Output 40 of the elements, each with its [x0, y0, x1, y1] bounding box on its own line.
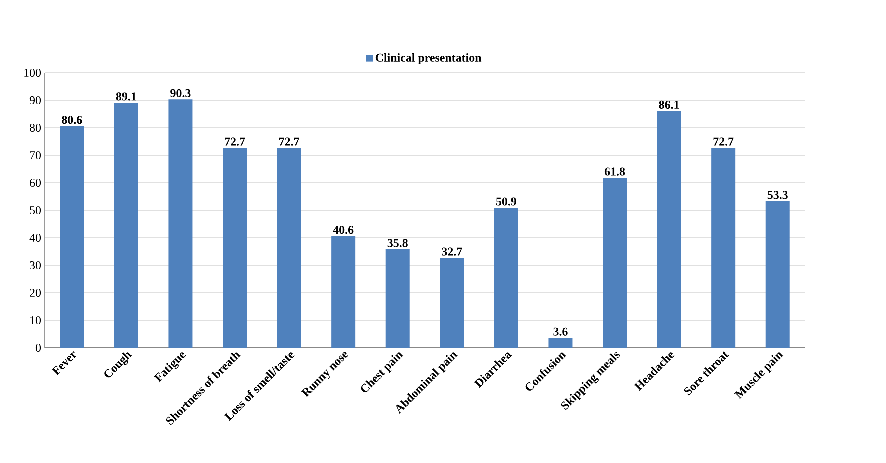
bar: [168, 100, 193, 348]
bar: [712, 148, 736, 348]
data-label: 80.6: [62, 116, 82, 124]
y-tick-label: 70: [30, 151, 42, 160]
y-tick-label: 100: [24, 68, 42, 78]
bar: [277, 148, 302, 348]
y-tick-label: 0: [36, 344, 42, 352]
data-label: 89.1: [116, 92, 136, 101]
bar: [114, 102, 138, 348]
data-label: 3.6: [554, 328, 568, 336]
bar: [223, 148, 248, 348]
legend-label: Clinical presentation: [376, 54, 482, 64]
data-label: 72.7: [280, 138, 300, 146]
bar: [440, 258, 464, 348]
data-label: 50.9: [496, 198, 516, 206]
data-label: 40.6: [333, 226, 354, 234]
data-label: 32.7: [442, 248, 462, 256]
bar: [657, 111, 682, 348]
y-tick-label: 60: [30, 178, 42, 188]
y-tick-label: 90: [30, 96, 42, 105]
data-label: 72.7: [225, 138, 246, 146]
y-tick-label: 40: [30, 234, 42, 242]
data-label: 90.3: [170, 89, 191, 98]
bar: [60, 126, 84, 348]
data-label: 35.8: [388, 239, 408, 248]
bar: [603, 178, 628, 348]
bar: [332, 236, 356, 348]
data-label: 72.7: [714, 138, 734, 146]
data-label: 53.3: [768, 191, 788, 200]
y-tick-label: 30: [30, 261, 42, 270]
y-tick-label: 50: [30, 206, 42, 215]
bar: [494, 208, 518, 348]
y-tick-label: 20: [30, 288, 42, 298]
bar: [766, 201, 790, 348]
bar: [548, 338, 573, 348]
data-label: 61.8: [604, 168, 626, 176]
y-tick-label: 80: [30, 124, 42, 132]
y-tick-label: 10: [30, 316, 42, 325]
data-label: 86.1: [659, 100, 680, 110]
bar: [386, 250, 410, 348]
